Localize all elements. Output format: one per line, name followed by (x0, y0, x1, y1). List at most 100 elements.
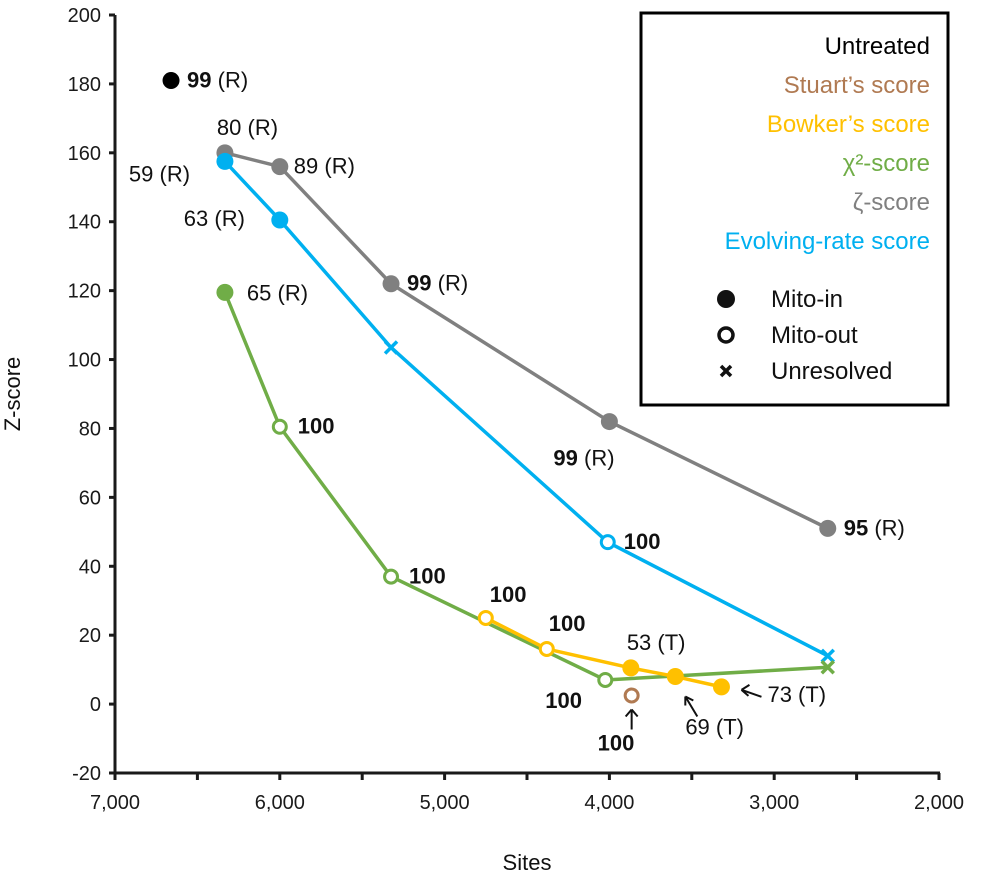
data-point-mito-in (666, 668, 684, 686)
cross-stroke (383, 340, 399, 355)
data-point-mito-in (600, 413, 618, 431)
point-label: 63 (R) (184, 206, 245, 231)
point-label-text: 63 (R) (184, 206, 245, 231)
point-label: 100 (490, 582, 527, 607)
y-tick-label: 140 (68, 212, 101, 234)
point-label-text: (R) (212, 67, 249, 92)
y-tick-label: 60 (79, 487, 101, 509)
series-stuart-s-score (623, 687, 640, 704)
cross-stroke (820, 659, 835, 675)
series-layer (162, 71, 837, 704)
data-point-mito-in (216, 283, 234, 301)
point-label-bold: 100 (545, 688, 582, 713)
data-point-mito-in (216, 152, 234, 170)
point-label: 99 (R) (553, 446, 614, 471)
arrow-icon (740, 684, 762, 698)
point-label: 65 (R) (247, 280, 308, 305)
point-label-text: (R) (578, 446, 615, 471)
data-point-mito-in (271, 211, 289, 229)
data-point-mito-out (383, 568, 400, 585)
axes: -20 0 20 40 60 80 100 120 140 160 180 200 7,000 6,000… (68, 5, 964, 814)
legend-box (639, 11, 950, 407)
cross-stroke (719, 364, 733, 378)
y-tick-label: 160 (68, 143, 101, 165)
point-label-text: (R) (868, 515, 905, 540)
x-tick-label: 7,000 (90, 792, 140, 814)
point-label-bold: 95 (844, 515, 868, 540)
point-label-bold: 99 (407, 271, 431, 296)
point-label: 100 (298, 414, 335, 439)
point-label-text: 69 (T) (685, 715, 744, 740)
x-tick-label: 4,000 (584, 792, 634, 814)
point-label: 100 (545, 688, 582, 713)
legend: Untreated Stuart’s score Bowker’s score χ²-… (639, 11, 950, 407)
legend-unresolved-icon (719, 364, 733, 378)
data-point-mito-out (623, 687, 640, 704)
point-label-bold: 100 (409, 564, 446, 589)
y-tick-label: 180 (68, 74, 101, 96)
data-point-mito-in (712, 678, 730, 696)
legend-item-label: χ²-score (843, 150, 930, 177)
point-labels: 99 (R)80 (R)89 (R)99 (R)99 (R)95 (R)59 (… (129, 67, 905, 755)
point-label-bold: 100 (298, 414, 335, 439)
y-tick-label: 80 (79, 418, 101, 440)
legend-item-label: Stuart’s score (784, 72, 930, 99)
y-tick-label: 40 (79, 556, 101, 578)
point-label: 53 (T) (627, 630, 686, 655)
arrow-icon (624, 708, 639, 730)
y-tick-label: 0 (90, 694, 101, 716)
series-evolving-rate-score (216, 152, 835, 664)
cross-stroke (820, 648, 835, 664)
legend-item-label: ζ-score (853, 189, 930, 216)
point-label-bold: 99 (553, 446, 577, 471)
data-point-mito-in (271, 158, 289, 176)
data-point-unresolved (383, 340, 399, 355)
data-point-mito-out (271, 418, 288, 435)
arrow-icon (684, 695, 699, 718)
legend-marker-label: Unresolved (771, 358, 892, 385)
x-tick-label: 5,000 (420, 792, 470, 814)
point-label-text: 89 (R) (294, 154, 355, 179)
point-label-text: 65 (R) (247, 280, 308, 305)
x-tick-label: 3,000 (749, 792, 799, 814)
y-tick-label: -20 (72, 763, 101, 785)
point-label-text: 53 (T) (627, 630, 686, 655)
x-axis-title: Sites (503, 850, 552, 875)
point-label-text: 80 (R) (217, 115, 278, 140)
legend-item-label: Evolving-rate score (725, 228, 930, 255)
legend-item-label: Bowker’s score (767, 111, 930, 138)
legend-item-label: Untreated (825, 33, 930, 60)
y-axis-title: Z-score (0, 357, 25, 432)
point-label: 69 (T) (685, 715, 744, 740)
data-point-mito-out (477, 609, 494, 626)
point-label-bold: 100 (549, 611, 586, 636)
point-label: 89 (R) (294, 154, 355, 179)
point-label: 80 (R) (217, 115, 278, 140)
legend-mito-out-icon (717, 326, 735, 344)
y-tick-label: 20 (79, 625, 101, 647)
y-tick-label: 120 (68, 281, 101, 303)
point-label: 100 (409, 564, 446, 589)
point-label-text: (R) (432, 271, 469, 296)
point-label: 73 (T) (767, 682, 826, 707)
point-label: 99 (R) (407, 271, 468, 296)
data-point-mito-in (162, 71, 180, 89)
point-label: 100 (624, 529, 661, 554)
y-tick-label: 100 (68, 350, 101, 372)
data-point-mito-out (538, 640, 555, 657)
point-label-bold: 100 (490, 582, 527, 607)
point-label: 100 (549, 611, 586, 636)
point-label-bold: 100 (598, 730, 635, 755)
data-point-mito-in (819, 519, 837, 537)
point-label: 95 (R) (844, 515, 905, 540)
point-label-bold: 99 (187, 67, 211, 92)
point-label-text: 73 (T) (767, 682, 826, 707)
y-tick-label: 200 (68, 5, 101, 27)
series-bowker-s-score (477, 609, 730, 696)
x-tick-label: 2,000 (914, 792, 964, 814)
point-label: 100 (598, 730, 635, 755)
point-label: 59 (R) (129, 161, 190, 186)
data-point-unresolved (820, 648, 835, 664)
series-untreated (162, 71, 180, 89)
